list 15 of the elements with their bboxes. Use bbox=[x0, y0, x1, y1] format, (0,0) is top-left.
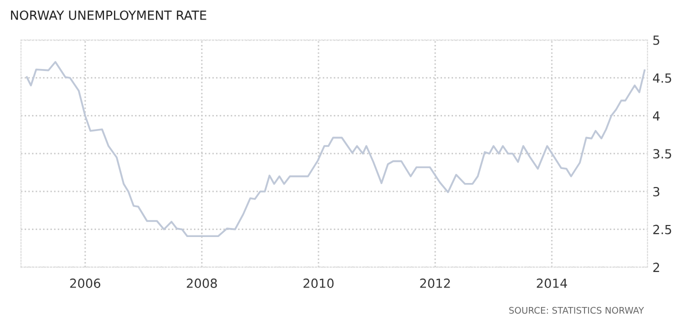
chart-title: NORWAY UNEMPLOYMENT RATE bbox=[11, 10, 206, 20]
source-note: SOURCE: STATISTICS NORWAY bbox=[509, 306, 644, 314]
y-tick-label: 3 bbox=[653, 186, 660, 196]
x-tick-label: 2010 bbox=[304, 278, 334, 288]
y-tick-label: 5 bbox=[653, 36, 660, 45]
x-tick-label: 2006 bbox=[70, 278, 100, 288]
x-tick-label: 2012 bbox=[420, 278, 450, 288]
y-tick-label: 4.5 bbox=[652, 74, 672, 83]
x-tick-label: 2008 bbox=[186, 278, 217, 288]
x-tick-label: 2014 bbox=[536, 278, 568, 288]
line-series bbox=[26, 61, 646, 238]
y-tick-label: 3.5 bbox=[653, 149, 672, 159]
y-tick-label: 2.5 bbox=[653, 224, 672, 234]
y-tick-label: 4 bbox=[652, 111, 660, 120]
y-tick-label: 2 bbox=[653, 262, 660, 272]
